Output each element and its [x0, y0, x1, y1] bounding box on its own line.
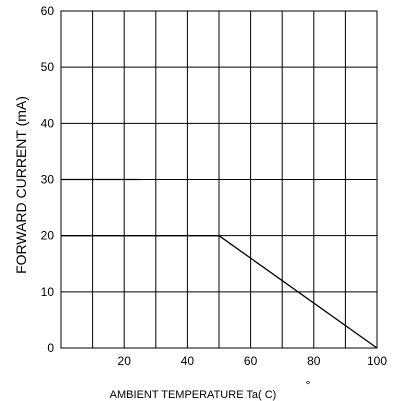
- x-tick-label: 40: [181, 354, 195, 368]
- y-tick-label: 30: [41, 173, 55, 187]
- y-tick-label: 50: [41, 60, 55, 74]
- y-tick-label: 0: [47, 341, 54, 355]
- x-tick-label: 60: [244, 354, 258, 368]
- derating-curve: [61, 235, 378, 349]
- y-tick-label: 10: [41, 285, 55, 299]
- plot-area: [61, 178, 378, 349]
- x-tick-label: 20: [118, 354, 132, 368]
- x-axis-label: AMBIENT TEMPERATURE Ta( C): [110, 389, 277, 401]
- degree-symbol: °: [306, 378, 311, 392]
- y-axis-ticks: 0 10 20 30 40 50 60: [41, 4, 55, 355]
- x-tick-label: 100: [367, 354, 387, 368]
- x-axis-ticks: 20 40 60 80 100: [118, 354, 388, 368]
- y-tick-label: 20: [41, 229, 55, 243]
- x-tick-label: 80: [307, 354, 321, 368]
- y-axis-label: FORWARD CURRENT (mA): [13, 96, 29, 274]
- y-tick-label: 40: [41, 116, 55, 130]
- y-tick-label: 60: [41, 4, 55, 18]
